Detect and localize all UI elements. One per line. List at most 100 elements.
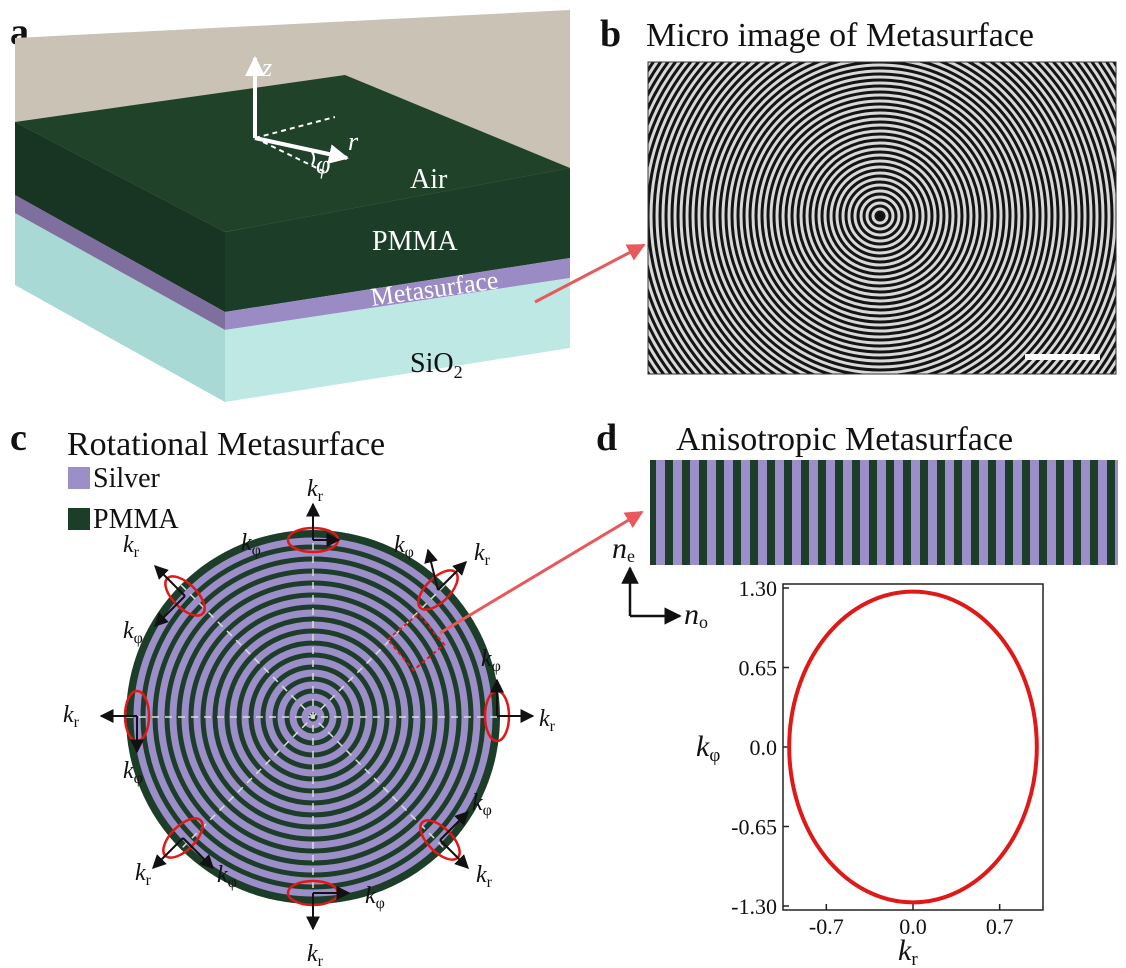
y-tick-label: 0.0 — [750, 735, 778, 760]
k-phi-label: kφ — [241, 530, 261, 559]
sio2-layer-left — [15, 213, 225, 402]
r-axis-arrow — [254, 136, 349, 164]
silver-stripe — [894, 460, 903, 565]
k-r-label: kr — [539, 706, 556, 735]
micro-ring — [658, 62, 1102, 374]
panel-a: a z r φ Air PMMA Metasurface SiO2 — [10, 10, 646, 402]
k-r-label: kr — [123, 532, 140, 561]
micro-ring — [730, 66, 1030, 366]
micro-ring — [766, 102, 994, 330]
z-label: z — [261, 53, 272, 82]
silver-stripe — [809, 460, 818, 565]
y-tick-label: 1.30 — [739, 576, 778, 601]
k-phi-label: kφ — [394, 532, 414, 561]
panel-d-title: Anisotropic Metasurface — [676, 421, 1013, 458]
disc-dashed-guides — [126, 530, 500, 904]
micro-ring — [772, 108, 988, 324]
y-tick-label: -0.65 — [731, 815, 777, 840]
k-vector-arrow — [437, 561, 467, 591]
r-label: r — [348, 127, 359, 156]
silver-stripe — [656, 460, 665, 565]
silver-stripe — [1013, 460, 1022, 565]
legend-swatch-silver — [68, 467, 90, 489]
pmma-layer-right — [225, 168, 570, 312]
silver-stripe — [775, 460, 784, 565]
anisotropic-stripes — [656, 460, 1118, 565]
silver-stripe — [724, 460, 733, 565]
micro-ring — [700, 62, 1060, 374]
pmma-layer-top — [15, 75, 570, 232]
k-vector-arrow — [182, 837, 214, 869]
legend-label-pmma: PMMA — [93, 504, 179, 535]
silver-stripe — [1081, 460, 1090, 565]
metasurface-layer-right — [225, 258, 570, 330]
k-phi-label: kφ — [472, 790, 492, 819]
micro-ring — [820, 156, 940, 276]
micro-ring — [850, 186, 910, 246]
k-phi-label: kφ — [123, 618, 143, 647]
micro-ring — [706, 62, 1054, 374]
no-label: no — [684, 598, 708, 632]
k-vector-arrow — [439, 839, 469, 869]
micro-ring — [778, 114, 982, 318]
arrow-a-to-b — [534, 243, 646, 304]
panel-c-letter: c — [10, 417, 27, 459]
k-r-label: kr — [474, 540, 491, 569]
plot-frame — [782, 583, 1044, 911]
panel-c-title: Rotational Metasurface — [67, 426, 385, 463]
silver-stripe — [911, 460, 920, 565]
silver-ring — [277, 681, 349, 753]
k-phi-label: kφ — [481, 646, 501, 675]
silver-stripe — [1064, 460, 1073, 565]
silver-stripe — [945, 460, 954, 565]
k-ellipses: kr kφ kr kφ kr kφ kr kφ kr kφ kr kφ kr kφ kr kφ — [63, 476, 556, 968]
sio2-layer-right — [225, 278, 570, 402]
silver-stripe — [928, 460, 937, 565]
micro-ring — [724, 62, 1036, 372]
x-axis-label: kr — [898, 934, 918, 968]
k-vector-arrow — [154, 565, 186, 597]
plot-ticks: 1.30 0.65 0.0 -0.65 -1.30 -0.7 0.0 0.7 — [731, 576, 1013, 939]
k-r-label: kr — [135, 860, 152, 889]
silver-ring — [289, 693, 337, 741]
micro-ring — [814, 150, 946, 282]
micro-ring — [676, 62, 1084, 374]
micro-ring — [832, 168, 928, 264]
phi-label: φ — [316, 150, 330, 179]
micro-ring — [712, 62, 1048, 374]
panel-d-letter: d — [596, 417, 617, 459]
micro-ring — [796, 132, 964, 300]
micro-ring — [874, 210, 886, 222]
micro-ring — [670, 62, 1090, 374]
silver-stripe — [1047, 460, 1056, 565]
reference-line — [254, 116, 336, 139]
x-tick-label: -0.7 — [809, 914, 844, 939]
micro-ring — [802, 138, 958, 294]
silver-stripe — [741, 460, 750, 565]
micro-image-frame — [647, 61, 1117, 375]
k-vector-arrow — [424, 548, 439, 591]
sio2-label: SiO2 — [410, 348, 463, 382]
panel-d: d Anisotropic Metasurface ne no 1.30 0.65… — [596, 417, 1118, 968]
projection-line — [254, 137, 326, 173]
x-tick-label: 0.7 — [986, 914, 1014, 939]
silver-stripe — [979, 460, 988, 565]
legend-label-silver: Silver — [93, 463, 161, 494]
micro-ring — [742, 78, 1018, 354]
micro-ring — [736, 72, 1024, 360]
silver-stripe — [792, 460, 801, 565]
y-tick-label: -1.30 — [731, 894, 777, 919]
micro-ring — [754, 90, 1006, 342]
micro-ring — [856, 192, 904, 240]
ne-label: ne — [612, 532, 635, 566]
micro-ring — [808, 144, 952, 288]
air-label: Air — [410, 164, 448, 195]
micro-ring — [844, 180, 916, 252]
silver-stripe — [758, 460, 767, 565]
micro-ring — [826, 162, 934, 270]
k-phi-label: kφ — [365, 883, 385, 912]
silver-stripe — [1115, 460, 1118, 565]
k-vector-arrow — [154, 595, 186, 627]
micro-ring — [748, 84, 1012, 348]
